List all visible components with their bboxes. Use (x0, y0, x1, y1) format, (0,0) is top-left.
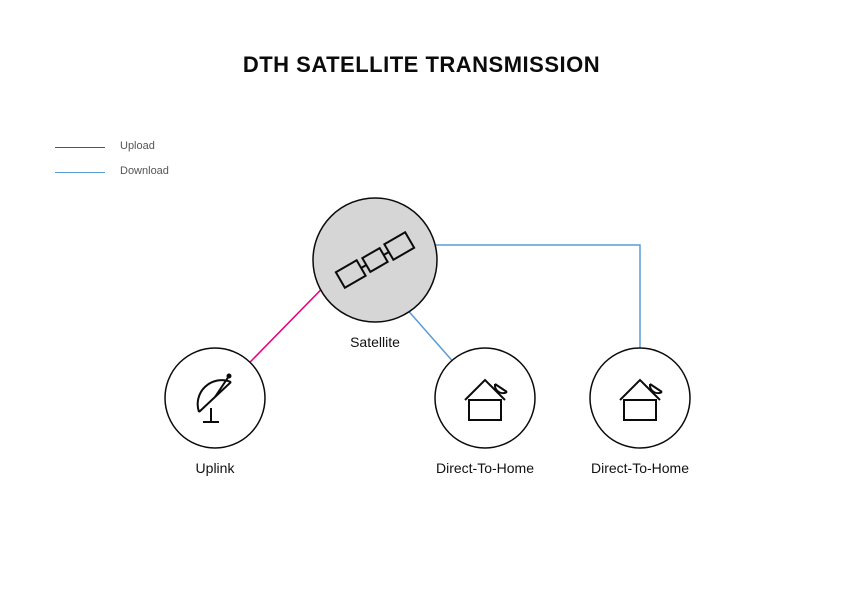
node-home2 (590, 348, 690, 448)
network-diagram (0, 0, 843, 592)
node-label-satellite: Satellite (305, 334, 445, 350)
node-label-uplink: Uplink (145, 460, 285, 476)
node-label-home1: Direct-To-Home (415, 460, 555, 476)
node-home1 (435, 348, 535, 448)
node-satellite (313, 198, 437, 322)
node-label-home2: Direct-To-Home (570, 460, 710, 476)
